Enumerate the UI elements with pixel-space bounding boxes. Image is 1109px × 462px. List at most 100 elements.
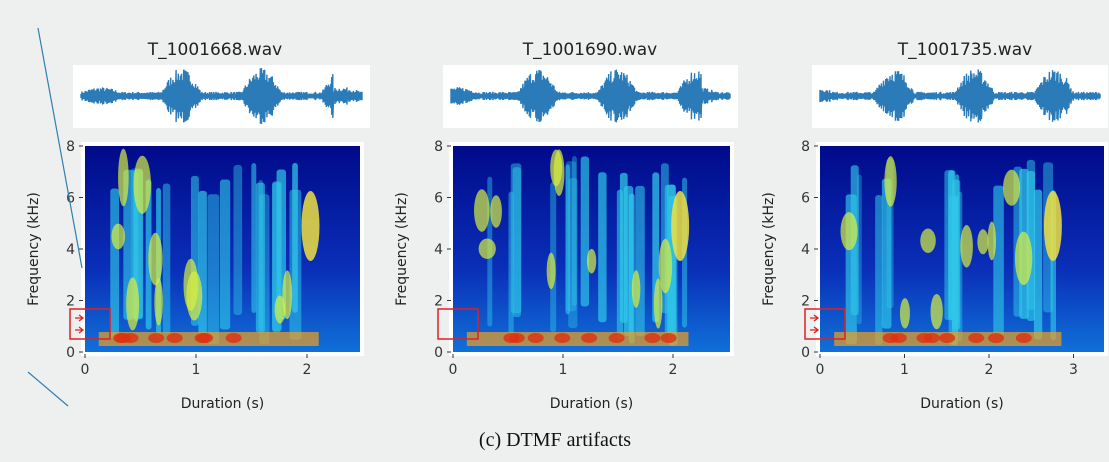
blob	[658, 238, 673, 294]
x-axis-label: Duration (s)	[181, 396, 264, 412]
streak	[512, 167, 521, 318]
streak	[571, 156, 577, 307]
y-tick-label: 8	[801, 139, 810, 155]
low-blob	[527, 333, 544, 343]
blob	[960, 225, 973, 268]
x-tick-label: 0	[449, 362, 458, 378]
blob	[154, 278, 163, 326]
panel-title: T_1001735.wav	[897, 40, 1032, 60]
streak	[258, 179, 264, 330]
y-tick-label: 2	[434, 294, 443, 310]
y-axis-label: Frequency (kHz)	[394, 192, 410, 306]
low-blob	[122, 333, 139, 343]
streak	[616, 189, 624, 340]
x-tick-label: 1	[900, 362, 909, 378]
blob	[920, 228, 936, 253]
blob	[490, 195, 502, 228]
blob	[274, 295, 286, 324]
streak	[875, 195, 883, 346]
blob	[1014, 231, 1033, 286]
low-blob	[968, 333, 985, 343]
formant	[671, 191, 690, 261]
streak	[565, 164, 570, 315]
dtmf-arrow	[810, 326, 820, 334]
y-tick-label: 6	[434, 191, 443, 207]
blob	[474, 189, 490, 232]
callout-line	[37, 27, 83, 269]
blob	[977, 229, 989, 255]
blob	[987, 221, 997, 261]
y-tick-label: 4	[434, 242, 443, 258]
y-tick-label: 4	[66, 242, 75, 258]
low-blob	[1015, 333, 1032, 343]
low-blob	[225, 333, 242, 343]
y-tick-label: 0	[801, 345, 810, 361]
dtmf-arrow	[75, 326, 85, 334]
y-tick-label: 6	[801, 191, 810, 207]
low-blob	[194, 333, 211, 343]
blob	[1003, 169, 1021, 206]
spectrogram	[453, 146, 730, 352]
y-tick-label: 6	[66, 191, 75, 207]
dtmf-arrow	[75, 314, 85, 322]
low-blob	[503, 333, 520, 343]
streak	[198, 190, 207, 341]
dtmf-box	[437, 308, 479, 340]
low-blob	[148, 333, 165, 343]
streak	[233, 164, 243, 315]
x-axis-label: Duration (s)	[920, 396, 1003, 412]
x-tick-label: 0	[81, 362, 90, 378]
streak	[207, 194, 220, 345]
spectrogram	[820, 146, 1104, 352]
low-blob	[644, 333, 661, 343]
dtmf-box	[804, 308, 846, 340]
streak	[568, 178, 578, 329]
blob	[478, 238, 496, 259]
y-tick-label: 8	[66, 139, 75, 155]
blob	[133, 155, 152, 214]
blob	[546, 252, 556, 290]
low-blob	[939, 333, 956, 343]
blob	[884, 156, 897, 207]
y-axis-label: Frequency (kHz)	[761, 192, 777, 306]
streak	[255, 182, 265, 333]
low-blob	[554, 333, 571, 343]
blob	[631, 270, 641, 308]
low-blob	[660, 333, 677, 343]
x-tick-label: 1	[192, 362, 201, 378]
blob	[840, 212, 858, 251]
streak	[628, 193, 635, 344]
streak	[1033, 189, 1043, 340]
blob	[930, 293, 943, 330]
streak	[292, 162, 298, 313]
y-axis-label: Frequency (kHz)	[26, 192, 42, 306]
blob	[148, 232, 163, 286]
x-tick-label: 1	[559, 362, 568, 378]
low-blob	[988, 333, 1005, 343]
streak	[219, 179, 231, 330]
formant	[301, 191, 320, 261]
blob	[111, 223, 126, 250]
streak	[259, 194, 270, 345]
x-tick-label: 2	[303, 362, 312, 378]
streak	[598, 172, 607, 323]
blob	[899, 298, 910, 329]
streak	[635, 185, 645, 336]
blob	[186, 271, 203, 321]
panel-title: T_1001690.wav	[522, 40, 657, 60]
dtmf-arrow	[810, 314, 820, 322]
streak	[162, 183, 171, 334]
callout-line	[27, 371, 69, 407]
waveform	[819, 69, 1101, 123]
panel-title: T_1001668.wav	[147, 40, 282, 60]
waveform	[450, 69, 731, 123]
blob	[653, 278, 663, 329]
streak	[948, 170, 956, 321]
streak	[881, 178, 892, 329]
waveform	[80, 68, 363, 124]
streak	[580, 156, 590, 307]
streak	[565, 161, 577, 312]
x-tick-label: 2	[669, 362, 678, 378]
streak	[957, 191, 963, 342]
low-blob	[882, 333, 899, 343]
